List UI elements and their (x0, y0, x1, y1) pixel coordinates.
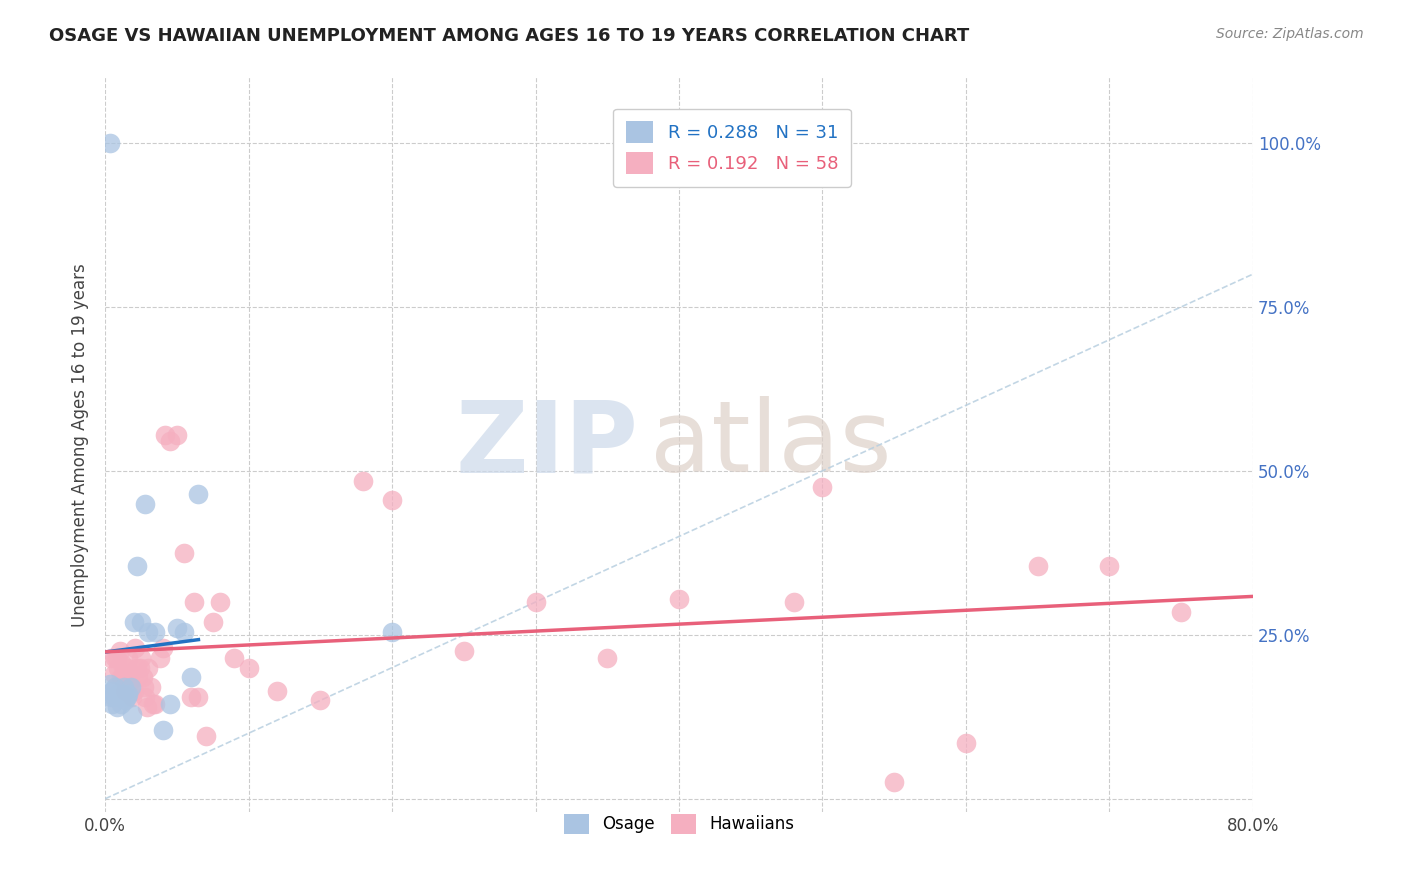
Point (98, 677, 121, 691)
Point (128, 660, 150, 674)
Point (129, 650, 152, 665)
Point (453, 644, 475, 658)
Point (381, 493, 404, 508)
Point (112, 680, 135, 694)
Point (381, 624, 404, 639)
Point (883, 775, 905, 789)
Point (121, 690, 143, 705)
Point (112, 667, 135, 681)
Point (180, 690, 202, 705)
Point (134, 690, 156, 705)
Text: ZIP: ZIP (456, 396, 638, 493)
Point (668, 591, 690, 606)
Point (98, 136, 121, 150)
Text: OSAGE VS HAWAIIAN UNEMPLOYMENT AMONG AGES 16 TO 19 YEARS CORRELATION CHART: OSAGE VS HAWAIIAN UNEMPLOYMENT AMONG AGE… (49, 27, 970, 45)
Point (135, 700, 157, 714)
Point (105, 650, 128, 665)
Point (152, 723, 174, 737)
Point (120, 680, 142, 694)
Point (104, 650, 127, 665)
Point (104, 680, 127, 694)
Point (100, 690, 122, 705)
Legend: Osage, Hawaiians: Osage, Hawaiians (554, 804, 804, 844)
Point (783, 595, 806, 609)
Point (117, 687, 139, 701)
Point (100, 650, 122, 665)
Point (101, 697, 124, 711)
Point (142, 697, 165, 711)
Point (120, 667, 142, 681)
Point (309, 693, 332, 707)
Point (115, 660, 138, 674)
Point (101, 683, 124, 698)
Point (145, 624, 167, 639)
Point (159, 697, 181, 711)
Point (194, 730, 217, 744)
Point (352, 474, 374, 488)
Point (111, 657, 134, 672)
Point (173, 546, 195, 560)
Point (183, 595, 205, 609)
Point (107, 687, 129, 701)
Point (596, 650, 619, 665)
Point (166, 621, 188, 635)
Point (139, 680, 162, 694)
Point (1098, 558, 1121, 573)
Point (108, 644, 131, 658)
Point (127, 670, 149, 684)
Point (118, 673, 141, 688)
Point (811, 480, 834, 494)
Text: Source: ZipAtlas.com: Source: ZipAtlas.com (1216, 27, 1364, 41)
Point (955, 736, 977, 750)
Point (134, 497, 156, 511)
Point (124, 640, 146, 655)
Point (524, 595, 547, 609)
Point (122, 683, 145, 698)
Point (114, 693, 136, 707)
Point (152, 640, 174, 655)
Point (103, 690, 125, 705)
Point (111, 687, 134, 701)
Text: atlas: atlas (650, 396, 891, 493)
Point (1170, 605, 1192, 619)
Point (103, 667, 125, 681)
Point (266, 683, 288, 698)
Point (238, 660, 260, 674)
Point (110, 670, 132, 684)
Point (159, 434, 181, 449)
Point (115, 690, 138, 705)
Point (1026, 558, 1049, 573)
Point (114, 683, 136, 698)
Point (125, 558, 148, 573)
Point (117, 650, 139, 665)
Point (155, 427, 177, 442)
Point (166, 427, 188, 442)
Point (122, 615, 145, 629)
Point (180, 670, 202, 684)
Point (224, 650, 246, 665)
Point (132, 680, 155, 694)
Point (131, 670, 153, 684)
Point (125, 660, 148, 674)
Point (187, 690, 209, 705)
Point (129, 615, 152, 629)
Point (105, 700, 128, 714)
Point (173, 624, 195, 639)
Y-axis label: Unemployment Among Ages 16 to 19 years: Unemployment Among Ages 16 to 19 years (72, 263, 89, 626)
Point (187, 487, 209, 501)
Point (201, 615, 224, 629)
Point (208, 595, 231, 609)
Point (107, 660, 129, 674)
Point (149, 650, 172, 665)
Point (121, 706, 143, 721)
Point (145, 697, 167, 711)
Point (108, 690, 131, 705)
Point (136, 624, 159, 639)
Point (136, 660, 159, 674)
Point (110, 697, 132, 711)
